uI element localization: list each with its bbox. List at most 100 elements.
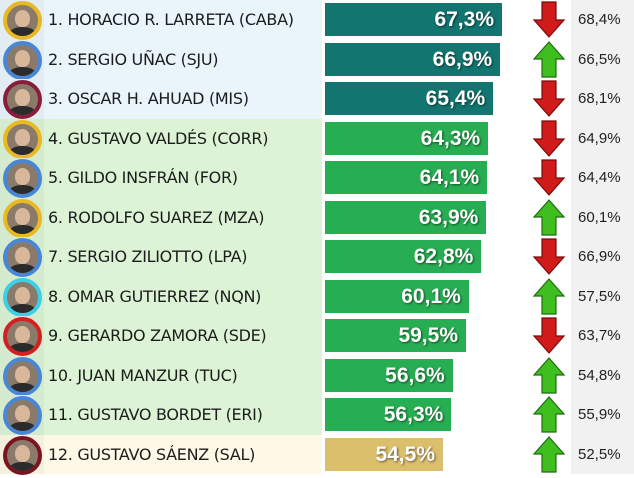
ranking-row: 8. OMAR GUTIERREZ (NQN) 60,1% 57,5%: [0, 276, 634, 317]
governor-name: 8. OMAR GUTIERREZ (NQN): [48, 286, 262, 306]
avatar: [3, 277, 42, 317]
previous-value: 55,9%: [578, 406, 621, 423]
avatar: [3, 396, 42, 435]
arrow-down-icon: [531, 79, 567, 118]
approval-bar: 66,9%: [325, 42, 501, 76]
approval-bar: 64,3%: [325, 121, 489, 155]
ranking-row: 4. GUSTAVO VALDÉS (CORR) 64,3% 64,9%: [0, 118, 634, 159]
approval-value: 63,9%: [418, 205, 479, 229]
avatar: [3, 159, 42, 198]
avatar: [3, 238, 42, 277]
avatar-body: [9, 185, 36, 194]
approval-bar: 59,5%: [325, 319, 466, 352]
name-cell: 11. GUSTAVO BORDET (ERI): [0, 395, 322, 435]
approval-value: 59,5%: [398, 324, 458, 347]
ranking-row: 11. GUSTAVO BORDET (ERI) 56,3% 55,9%: [0, 395, 634, 435]
previous-value: 66,9%: [578, 248, 621, 265]
avatar-face: [15, 444, 30, 462]
avatar-face: [15, 89, 30, 106]
ranking-row: 9. GERARDO ZAMORA (SDE) 59,5% 63,7%: [0, 316, 634, 356]
previous-values-column: [571, 0, 634, 474]
governor-name: 12. GUSTAVO SÁENZ (SAL): [48, 444, 256, 464]
previous-value: 57,5%: [578, 287, 621, 305]
approval-bar: 54,5%: [325, 437, 443, 471]
avatar-face: [15, 128, 30, 146]
approval-bar: 67,3%: [325, 3, 502, 36]
previous-value: 68,1%: [578, 90, 621, 107]
ranking-row: 3. OSCAR H. AHUAD (MIS) 65,4% 68,1%: [0, 79, 634, 119]
name-cell: 3. OSCAR H. AHUAD (MIS): [0, 79, 322, 119]
arrow-up-icon: [531, 198, 567, 237]
approval-value: 62,8%: [413, 245, 474, 268]
arrow-up-icon: [531, 435, 567, 474]
approval-value: 56,3%: [383, 403, 444, 426]
name-cell: 1. HORACIO R. LARRETA (CABA): [0, 0, 322, 40]
approval-value: 64,3%: [420, 126, 481, 150]
approval-bar: 60,1%: [325, 279, 469, 313]
avatar-face: [15, 405, 30, 422]
avatar-body: [9, 382, 36, 392]
approval-value: 64,1%: [419, 166, 480, 189]
previous-value: 52,5%: [578, 445, 621, 463]
avatar: [3, 80, 42, 119]
avatar: [3, 1, 42, 40]
previous-value: 66,5%: [578, 50, 621, 68]
approval-value: 65,4%: [425, 87, 486, 110]
avatar-body: [9, 145, 36, 155]
governor-name: 11. GUSTAVO BORDET (ERI): [48, 405, 263, 424]
arrow-down-icon: [531, 158, 567, 197]
previous-value: 64,4%: [578, 169, 621, 186]
avatar-body: [9, 343, 36, 352]
approval-bar: 65,4%: [325, 82, 494, 115]
ranking-row: 6. RODOLFO SUAREZ (MZA) 63,9% 60,1%: [0, 197, 634, 238]
approval-value: 56,6%: [385, 363, 445, 387]
avatar: [3, 435, 42, 475]
arrow-up-icon: [531, 395, 567, 434]
name-cell: 4. GUSTAVO VALDÉS (CORR): [0, 118, 322, 159]
governor-name: 5. GILDO INSFRÁN (FOR): [48, 168, 238, 187]
governor-name: 4. GUSTAVO VALDÉS (CORR): [48, 128, 269, 148]
ranking-row: 10. JUAN MANZUR (TUC) 56,6% 54,8%: [0, 355, 634, 396]
name-cell: 10. JUAN MANZUR (TUC): [0, 355, 322, 396]
avatar-face: [15, 168, 30, 185]
previous-value: 64,9%: [578, 129, 621, 147]
approval-bar: 56,6%: [325, 358, 453, 392]
avatar-face: [15, 49, 30, 67]
avatar: [3, 317, 42, 356]
approval-bar: 62,8%: [325, 240, 482, 273]
avatar-body: [9, 422, 36, 431]
previous-value: 60,1%: [578, 208, 621, 226]
ranking-row: 1. HORACIO R. LARRETA (CABA) 67,3% 68,4%: [0, 0, 634, 40]
ranking-row: 5. GILDO INSFRÁN (FOR) 64,1% 64,4%: [0, 158, 634, 198]
avatar-body: [9, 461, 36, 471]
previous-value: 68,4%: [578, 11, 621, 28]
arrow-down-icon: [531, 316, 567, 355]
name-cell: 9. GERARDO ZAMORA (SDE): [0, 316, 322, 356]
avatar: [3, 40, 42, 80]
governor-name: 3. OSCAR H. AHUAD (MIS): [48, 89, 249, 108]
avatar: [3, 198, 42, 238]
approval-bar: 64,1%: [325, 161, 488, 194]
arrow-down-icon: [531, 237, 567, 276]
avatar-body: [9, 264, 36, 273]
name-cell: 6. RODOLFO SUAREZ (MZA): [0, 197, 322, 238]
name-cell: 5. GILDO INSFRÁN (FOR): [0, 158, 322, 198]
approval-value: 60,1%: [401, 284, 461, 308]
arrow-up-icon: [531, 40, 567, 79]
name-cell: 7. SERGIO ZILIOTTO (LPA): [0, 237, 322, 277]
approval-bar: 56,3%: [325, 398, 452, 431]
ranking-row: 7. SERGIO ZILIOTTO (LPA) 62,8% 66,9%: [0, 237, 634, 277]
arrow-down-icon: [531, 119, 567, 158]
ranking-row: 2. SERGIO UÑAC (SJU) 66,9% 66,5%: [0, 39, 634, 80]
approval-value: 54,5%: [375, 442, 435, 466]
ranking-row: 12. GUSTAVO SÁENZ (SAL) 54,5% 52,5%: [0, 434, 634, 475]
governor-name: 1. HORACIO R. LARRETA (CABA): [48, 10, 294, 29]
avatar-body: [9, 27, 36, 36]
avatar-body: [9, 303, 36, 313]
arrow-up-icon: [531, 356, 567, 395]
name-cell: 2. SERGIO UÑAC (SJU): [0, 39, 322, 80]
previous-value: 63,7%: [578, 327, 621, 344]
avatar: [3, 356, 42, 396]
avatar-body: [9, 66, 36, 76]
governor-name: 6. RODOLFO SUAREZ (MZA): [48, 207, 265, 227]
